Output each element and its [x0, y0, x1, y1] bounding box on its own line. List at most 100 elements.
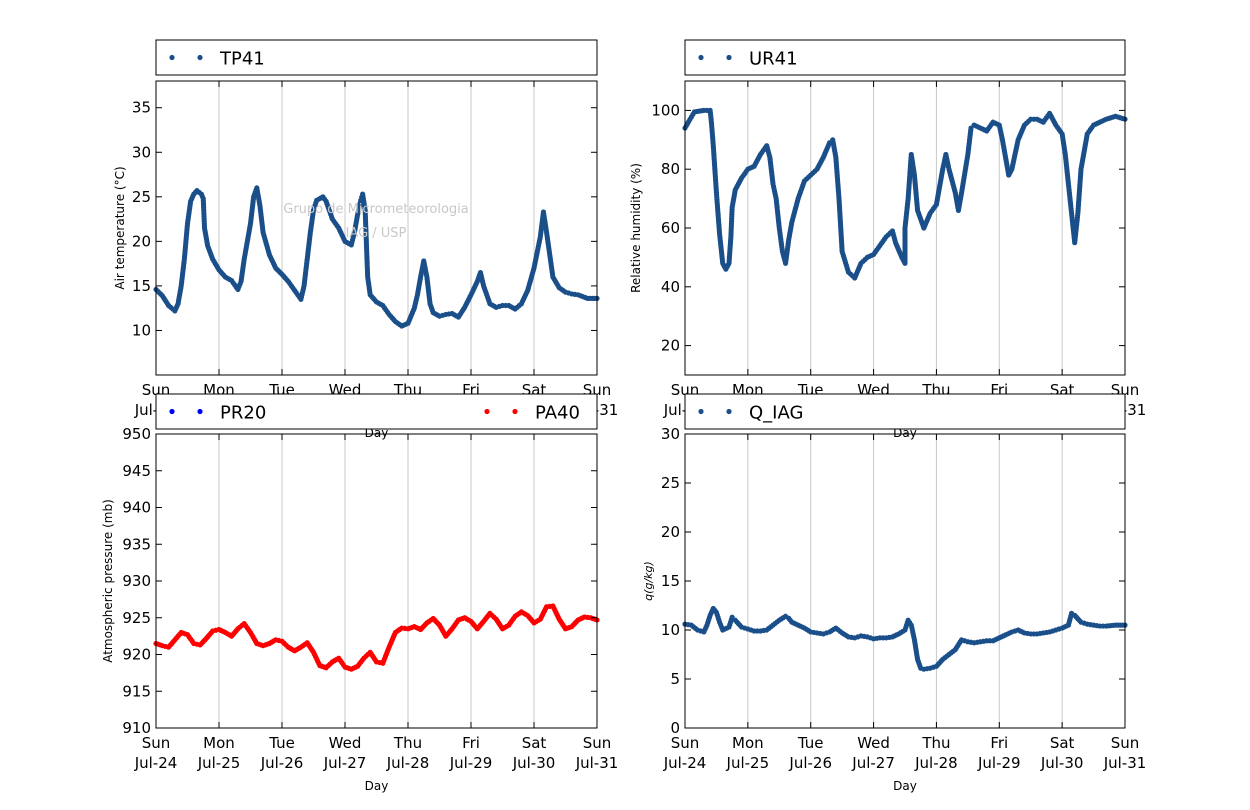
x-tick-label: Jul-24: [663, 754, 707, 772]
y-tick-label: 15: [661, 572, 680, 590]
y-tick-label: 20: [661, 523, 680, 541]
watermark-line-1: Grupo de Micrometeorologia: [283, 202, 469, 217]
series-UR41: [682, 107, 1128, 281]
x-tick-label: Jul-25: [726, 754, 770, 772]
y-axis-label: Air temperature (°C): [113, 166, 127, 289]
legend-marker: [698, 408, 704, 415]
y-tick-label: 40: [661, 278, 680, 296]
chart-pressure: 910 915 920 925 930 935 940 945 950 Sun Jul-24 Mon J…: [101, 393, 619, 793]
legend-marker: [197, 408, 203, 415]
y-tick-label: 10: [661, 621, 680, 639]
legend-marker: [726, 408, 732, 415]
y-tick-label: 935: [122, 535, 151, 553]
y-tick-label: 950: [122, 425, 151, 443]
x-tick-label: Jul-25: [197, 754, 241, 772]
legend-frame: [684, 393, 1126, 430]
x-tick-label: Jul-30: [512, 754, 556, 772]
x-tick-label: Wed: [857, 734, 890, 752]
legend-label: TP41: [219, 49, 265, 70]
y-tick-label: 920: [122, 646, 151, 664]
legend-marker: [512, 408, 518, 415]
watermark: Grupo de Micrometeorologia IAG / USP: [283, 202, 469, 241]
x-tick-label: Jul-30: [1040, 754, 1084, 772]
x-tick-label: Mon: [732, 734, 764, 752]
y-axis-label: Atmospheric pressure (mb): [101, 499, 115, 663]
x-axis-label: Day: [365, 779, 389, 793]
chart-rh: 20406080100SunJul-24MonJul-25TueJul-26We…: [629, 39, 1146, 440]
x-tick-label: Jul-28: [914, 754, 958, 772]
x-tick-label: Jul-31: [575, 754, 619, 772]
x-tick-label: Sun: [1111, 734, 1140, 752]
legend-label: PR20: [220, 403, 266, 424]
y-tick-label: 30: [661, 425, 680, 443]
x-tick-label: Jul-31: [1103, 754, 1147, 772]
y-tick-label: 25: [661, 474, 680, 492]
legend: Q_IAG: [684, 393, 1126, 430]
legend-frame: [684, 39, 1126, 76]
plot-frame: [684, 433, 1126, 729]
x-tick-label: Jul-29: [977, 754, 1021, 772]
y-tick-label: 910: [122, 719, 151, 737]
y-tick-label: 5: [670, 670, 680, 688]
x-tick-label: Jul-27: [323, 754, 367, 772]
legend-marker: [484, 408, 490, 415]
plot-frame: [155, 433, 598, 729]
legend-frame: [155, 39, 598, 76]
x-tick-label: Jul-29: [449, 754, 493, 772]
y-tick-label: 915: [122, 682, 151, 700]
x-tick-label: Jul-26: [788, 754, 832, 772]
y-tick-label: 20: [132, 232, 151, 250]
y-tick-label: 20: [661, 337, 680, 355]
y-tick-label: 15: [132, 277, 151, 295]
legend: UR41: [684, 39, 1126, 76]
legend-marker: [726, 54, 732, 61]
y-tick-label: 930: [122, 572, 151, 590]
series-PA40: [153, 603, 600, 672]
chart-q: 0 5 10 15 20 25 30 Sun Jul-24 Mon Jul-25 Tue Jul-26 W…: [642, 393, 1147, 793]
legend-label: PA40: [535, 403, 580, 424]
x-tick-label: Jul-28: [386, 754, 430, 772]
x-axis-label: Day: [893, 779, 917, 793]
x-tick-label: Sat: [1050, 734, 1075, 752]
y-axis-label: q(g/kg): [642, 561, 655, 601]
y-tick-label: 25: [132, 188, 151, 206]
y-tick-label: 30: [132, 143, 151, 161]
x-tick-label: Thu: [393, 734, 422, 752]
x-tick-label: Sun: [583, 734, 612, 752]
x-tick-label: Wed: [329, 734, 362, 752]
x-tick-label: Jul-26: [260, 754, 304, 772]
plot-frame: [155, 80, 598, 376]
x-tick-label: Jul-27: [851, 754, 895, 772]
legend-marker: [197, 54, 203, 61]
y-tick-label: 0: [670, 719, 680, 737]
series-Q_IAG: [682, 605, 1128, 672]
series-TP41: [153, 185, 600, 329]
legend-frame: [155, 393, 598, 430]
y-axis-label: Relative humidity (%): [629, 163, 643, 293]
legend: TP41: [155, 39, 598, 76]
y-tick-label: 940: [122, 499, 151, 517]
x-tick-label: Thu: [921, 734, 950, 752]
x-tick-label: Fri: [462, 734, 480, 752]
x-tick-label: Jul-24: [134, 754, 178, 772]
legend-marker: [169, 408, 175, 415]
y-tick-label: 100: [651, 101, 680, 119]
y-tick-label: 945: [122, 462, 151, 480]
x-tick-label: Sun: [142, 734, 171, 752]
x-tick-label: Sun: [671, 734, 700, 752]
x-tick-label: Mon: [203, 734, 235, 752]
legend: PR20 PA40: [155, 393, 598, 430]
x-tick-label: Tue: [268, 734, 295, 752]
x-tick-label: Fri: [990, 734, 1008, 752]
y-tick-label: 60: [661, 219, 680, 237]
x-tick-label: Tue: [797, 734, 824, 752]
y-tick-label: 10: [132, 321, 151, 339]
x-tick-label: Sat: [522, 734, 547, 752]
legend-label: UR41: [749, 49, 798, 70]
legend-label: Q_IAG: [749, 403, 803, 424]
legend-marker: [698, 54, 704, 61]
y-tick-label: 35: [132, 99, 151, 117]
legend-marker: [169, 54, 175, 61]
y-tick-label: 925: [122, 609, 151, 627]
